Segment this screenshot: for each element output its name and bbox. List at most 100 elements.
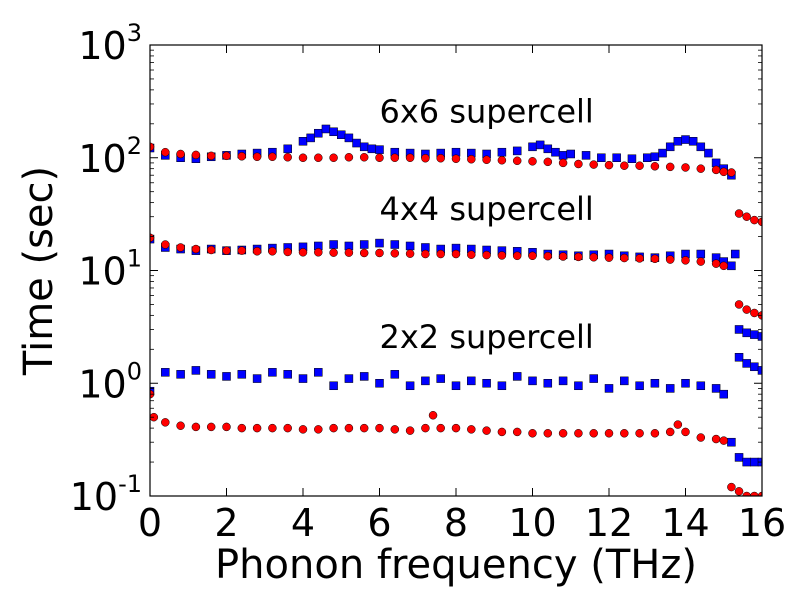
data-point [543, 157, 553, 167]
data-point [314, 248, 323, 257]
data-point [252, 423, 262, 433]
data-point [543, 429, 553, 438]
data-point [359, 153, 369, 162]
data-point [150, 233, 155, 243]
data-point [543, 251, 553, 261]
data-point [375, 145, 384, 154]
data-point [696, 257, 706, 266]
data-point [727, 482, 736, 492]
data-point [635, 254, 644, 263]
data-point [497, 381, 507, 391]
data-point [620, 161, 629, 170]
data-point [161, 240, 170, 249]
data-point [222, 372, 231, 381]
data-point [574, 429, 583, 438]
data-point [512, 156, 522, 166]
data-point [742, 359, 751, 368]
data-point [344, 133, 354, 143]
data-point [673, 137, 683, 146]
data-point [612, 153, 621, 162]
data-point [727, 168, 736, 177]
data-point [344, 153, 354, 162]
data-point [375, 238, 384, 248]
data-point [191, 422, 201, 432]
data-point [650, 379, 660, 388]
data-point [581, 151, 591, 160]
data-point [750, 491, 759, 496]
data-point [161, 418, 170, 427]
data-point [681, 256, 690, 265]
data-point [314, 153, 323, 162]
data-point [650, 254, 660, 264]
data-point [237, 246, 247, 255]
data-point [268, 368, 277, 377]
data-point [329, 248, 338, 257]
data-point [665, 427, 675, 437]
data-point [528, 251, 537, 261]
data-point [627, 154, 637, 163]
data-point [252, 152, 262, 162]
data-point [757, 366, 762, 375]
data-point [283, 247, 292, 257]
data-point [222, 151, 231, 161]
axis-ticks: 0 2 4 6 8 10 12 14 16 10-1 100 101 102 103 [70, 19, 786, 545]
y-tick-label: 101 [78, 245, 142, 294]
data-point [497, 427, 507, 437]
data-point [551, 147, 560, 157]
data-point [673, 420, 683, 429]
data-point [268, 423, 277, 433]
data-point [589, 253, 598, 262]
data-point [451, 154, 461, 163]
data-point [237, 370, 247, 379]
x-tick-label: 2 [214, 501, 238, 545]
x-tick-label: 0 [138, 501, 162, 545]
data-point [252, 374, 262, 383]
data-point [405, 249, 415, 258]
data-point [314, 368, 323, 377]
data-point [329, 153, 338, 162]
data-point [161, 147, 170, 157]
supercell-annotation: 4x4 supercell [380, 190, 594, 228]
data-point [730, 249, 740, 259]
data-point [734, 487, 744, 496]
data-point [742, 457, 751, 467]
data-point [329, 423, 338, 433]
data-point [757, 332, 762, 341]
data-point [719, 389, 728, 399]
data-point [283, 153, 292, 162]
data-point [421, 249, 430, 259]
series-5 [150, 389, 762, 496]
annotations: 6x6 supercell 4x4 supercell 2x2 supercell [380, 93, 594, 357]
data-point [283, 370, 292, 379]
data-point [620, 376, 629, 386]
data-point [359, 248, 369, 258]
data-point [719, 261, 728, 271]
data-point [237, 423, 247, 433]
data-point [604, 429, 614, 438]
data-point [283, 423, 292, 433]
data-point [497, 251, 507, 260]
data-point [704, 148, 713, 158]
data-point [727, 261, 736, 271]
data-point [750, 457, 759, 467]
data-point [734, 453, 744, 462]
data-point [436, 153, 445, 163]
data-point [742, 491, 751, 496]
data-point [688, 137, 698, 146]
data-point [436, 423, 445, 433]
data-point [405, 381, 415, 391]
data-point [696, 249, 706, 259]
data-point [512, 427, 522, 437]
data-point [574, 159, 583, 169]
data-point [512, 146, 522, 156]
series-3 [150, 233, 728, 271]
data-point [298, 248, 308, 257]
data-point [528, 157, 537, 166]
data-point [528, 142, 537, 152]
data-point [359, 372, 369, 381]
data-point [635, 381, 644, 391]
data-point [252, 247, 262, 256]
data-point [306, 133, 315, 143]
data-point [528, 376, 537, 386]
data-point [298, 374, 308, 383]
